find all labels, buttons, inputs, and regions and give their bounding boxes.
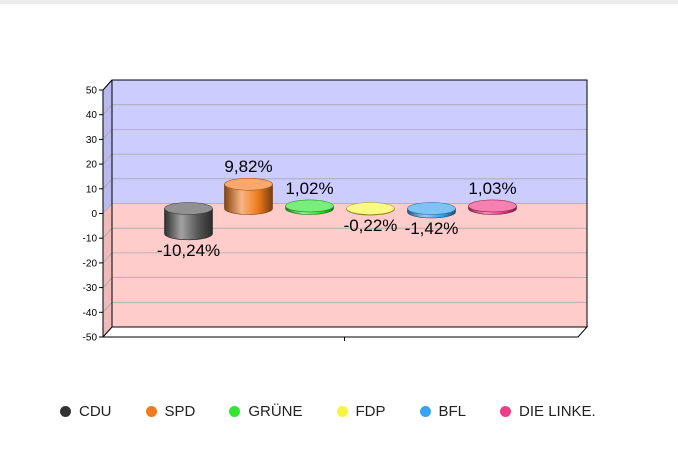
floor [101, 326, 589, 338]
y-tick-label: 30 [86, 135, 98, 146]
grid-line-side [102, 178, 113, 190]
grid-line-side [102, 153, 113, 165]
legend-item: GRÜNE [229, 402, 303, 420]
grid-line-side [102, 277, 113, 288]
legend-swatch [229, 405, 241, 417]
side-wall-positive [103, 80, 112, 214]
bar-cap [285, 199, 334, 213]
y-tick-label: 40 [86, 110, 98, 121]
y-tick-label: -40 [83, 308, 98, 319]
legend-swatch [419, 405, 431, 417]
grid-line-side [102, 302, 113, 313]
bar-cap [468, 199, 517, 213]
y-tick-label: 10 [86, 184, 98, 195]
top-bar [0, 0, 678, 4]
grid-line-side [102, 252, 113, 264]
bars [164, 177, 517, 241]
legend-label: DIE LINKE. [519, 402, 596, 420]
back-frame [111, 79, 588, 327]
legend: CDU SPD GRÜNE FDP BFL DIE LINKE. [60, 401, 630, 421]
grid-line-side [102, 104, 113, 115]
bar-body [224, 183, 273, 215]
bar-cap [224, 177, 273, 191]
bar-spd [224, 177, 273, 215]
legend-label: SPD [164, 402, 196, 420]
legend-swatch [60, 405, 71, 417]
legend-label: CDU [79, 402, 112, 420]
axes: 50 40 30 20 10 0 -10 -20 -30 -40 -50 [83, 79, 589, 344]
bar-cap [164, 202, 213, 215]
bar-cdu [164, 202, 213, 241]
grid-line-side [102, 129, 113, 140]
y-tick-label: -10 [83, 234, 98, 245]
legend-label: GRÜNE [248, 402, 303, 420]
data-label: -1,42% [405, 219, 459, 238]
bar-cap [346, 202, 395, 215]
bar-body [164, 208, 213, 241]
data-label: 1,02% [285, 179, 333, 198]
legend-item: BFL [419, 402, 467, 420]
top-depth-edge [102, 79, 113, 91]
grid-line-side [102, 227, 113, 239]
legend-item: SPD [145, 402, 196, 420]
bar-cap [407, 202, 456, 215]
data-label: 1,03% [468, 179, 516, 198]
y-tick-label: -50 [83, 333, 98, 344]
legend-swatch [500, 405, 512, 417]
data-label: 9,82% [224, 157, 272, 176]
bar-die-linke [468, 199, 517, 215]
y-tick-label: 20 [86, 160, 98, 171]
positive-region [112, 80, 587, 204]
y-tick-label: -30 [83, 283, 98, 294]
data-labels: -10,24% 9,82% 1,02% -0,22% -1,42% 1,03% [157, 157, 517, 260]
legend-item: CDU [60, 403, 112, 420]
legend-swatch [145, 405, 157, 417]
grid-line-side [102, 203, 113, 214]
y-tick-label: 50 [86, 86, 98, 97]
side-wall-negative [103, 203, 112, 337]
data-label: -0,22% [344, 216, 398, 235]
bar-bfl [407, 202, 456, 219]
legend-swatch [336, 405, 348, 417]
plot-background [103, 80, 587, 337]
bar-gr-ne [285, 199, 334, 215]
y-tick-label: 0 [91, 209, 97, 220]
bar-fdp [346, 202, 395, 216]
legend-label: FDP [355, 402, 386, 420]
legend-label: BFL [438, 402, 467, 420]
y-tick-label: -20 [83, 258, 98, 269]
legend-item: DIE LINKE. [500, 403, 596, 420]
data-label: -10,24% [157, 241, 220, 260]
legend-item: FDP [336, 402, 386, 420]
